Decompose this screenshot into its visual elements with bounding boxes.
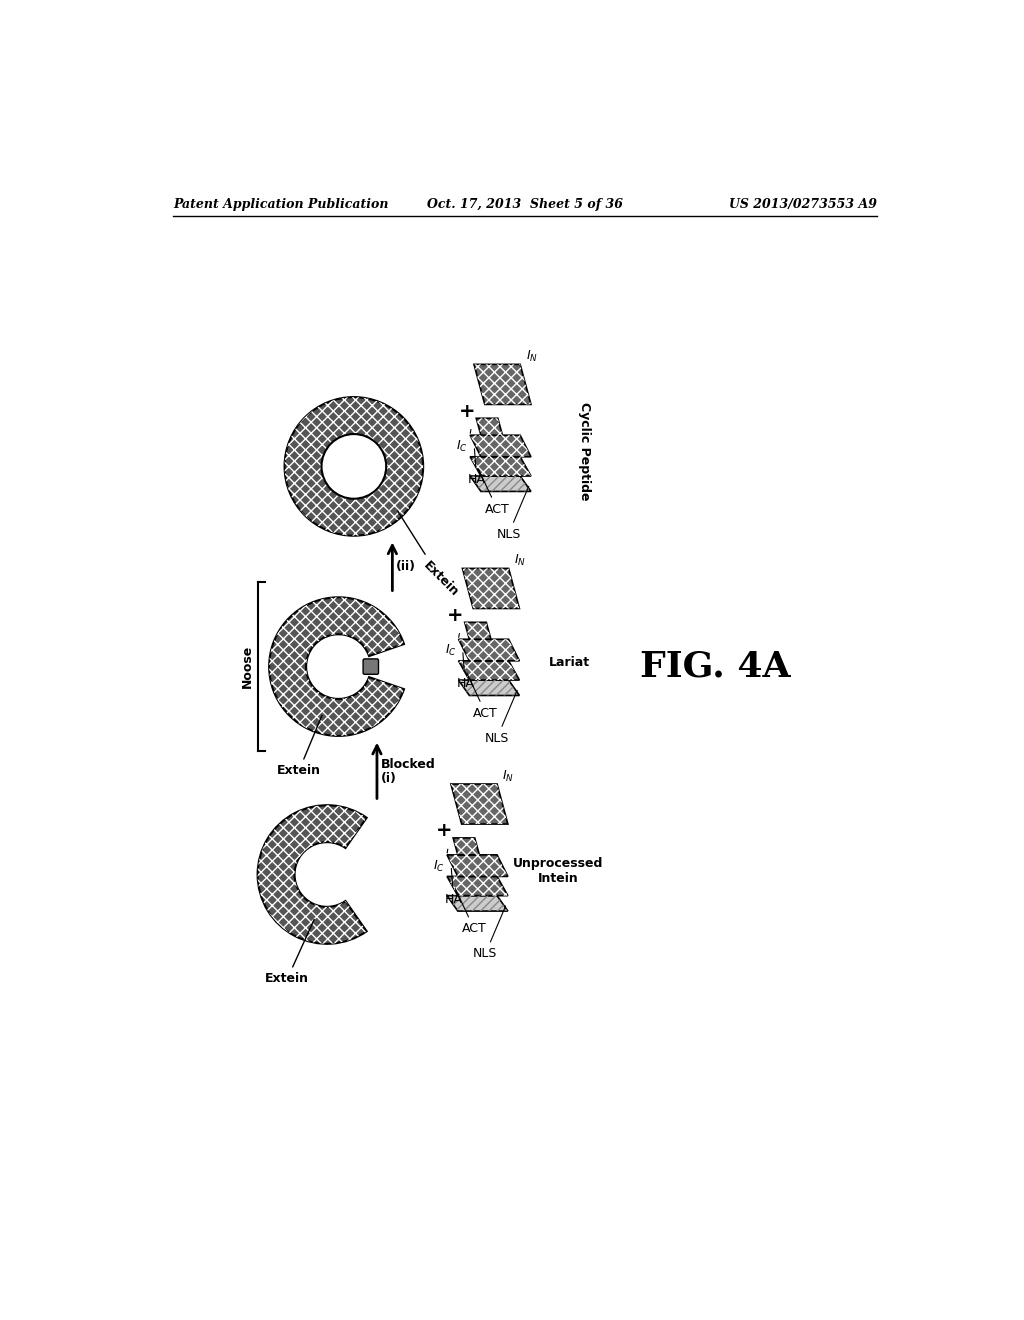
Polygon shape bbox=[459, 680, 519, 696]
Polygon shape bbox=[459, 661, 519, 680]
Polygon shape bbox=[470, 436, 531, 457]
Text: Extein: Extein bbox=[265, 920, 314, 985]
Text: Lariat: Lariat bbox=[549, 656, 590, 669]
Text: Cyclic Peptide: Cyclic Peptide bbox=[579, 401, 592, 500]
Text: FIG. 4A: FIG. 4A bbox=[640, 649, 792, 684]
Wedge shape bbox=[269, 598, 404, 735]
Text: $I_C$: $I_C$ bbox=[433, 849, 447, 874]
Polygon shape bbox=[459, 639, 519, 661]
Text: HA: HA bbox=[457, 653, 474, 690]
Text: Blocked: Blocked bbox=[381, 758, 435, 771]
Polygon shape bbox=[470, 477, 531, 491]
Text: NLS: NLS bbox=[484, 690, 517, 744]
Text: ACT: ACT bbox=[478, 469, 510, 516]
Circle shape bbox=[285, 397, 423, 536]
Text: Noose: Noose bbox=[241, 645, 254, 688]
Text: $I_N$: $I_N$ bbox=[514, 553, 526, 569]
Polygon shape bbox=[474, 364, 531, 404]
Text: ACT: ACT bbox=[467, 673, 498, 719]
Text: NLS: NLS bbox=[473, 906, 506, 960]
Polygon shape bbox=[454, 838, 479, 855]
Text: Extein: Extein bbox=[397, 511, 462, 599]
Text: Oct. 17, 2013  Sheet 5 of 36: Oct. 17, 2013 Sheet 5 of 36 bbox=[427, 198, 623, 211]
Text: ACT: ACT bbox=[456, 888, 486, 936]
Polygon shape bbox=[470, 457, 531, 477]
Text: HA: HA bbox=[468, 449, 485, 486]
Polygon shape bbox=[447, 855, 508, 876]
Text: (ii): (ii) bbox=[396, 560, 416, 573]
Wedge shape bbox=[258, 805, 367, 944]
Polygon shape bbox=[465, 622, 490, 639]
Circle shape bbox=[322, 434, 386, 499]
Polygon shape bbox=[451, 784, 508, 824]
Polygon shape bbox=[463, 569, 519, 609]
Text: +: + bbox=[459, 401, 475, 421]
Text: $I_C$: $I_C$ bbox=[457, 429, 471, 454]
Text: Patent Application Publication: Patent Application Publication bbox=[173, 198, 388, 211]
FancyBboxPatch shape bbox=[364, 659, 379, 675]
Text: HA: HA bbox=[444, 869, 463, 906]
Text: +: + bbox=[447, 606, 464, 624]
Text: (i): (i) bbox=[381, 772, 396, 785]
Polygon shape bbox=[447, 896, 508, 911]
Text: Extein: Extein bbox=[276, 715, 322, 777]
Text: $I_N$: $I_N$ bbox=[525, 350, 538, 364]
Text: +: + bbox=[435, 821, 453, 841]
Text: US 2013/0273553 A9: US 2013/0273553 A9 bbox=[729, 198, 878, 211]
Text: Unprocessed
Intein: Unprocessed Intein bbox=[513, 857, 603, 884]
Text: $I_C$: $I_C$ bbox=[444, 634, 460, 657]
Polygon shape bbox=[447, 876, 508, 896]
Text: NLS: NLS bbox=[497, 486, 528, 541]
Polygon shape bbox=[476, 418, 503, 436]
Text: $I_N$: $I_N$ bbox=[503, 770, 514, 784]
